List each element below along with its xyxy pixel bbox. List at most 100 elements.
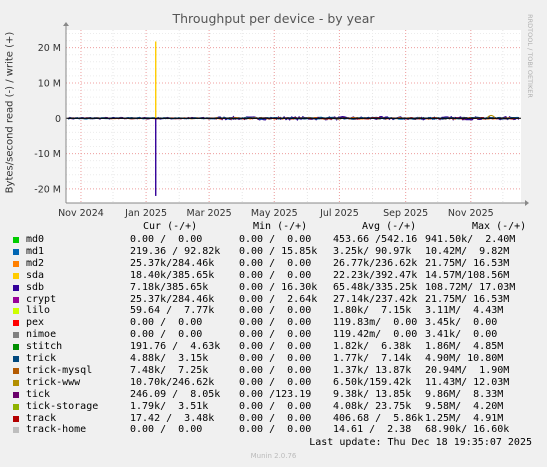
x-tick-label: Nov 2025 bbox=[448, 208, 494, 219]
legend-name: sdb bbox=[26, 281, 45, 293]
legend-name: md2 bbox=[26, 257, 45, 269]
x-axis-arrow bbox=[525, 200, 529, 206]
legend-avg: 22.23k/392.47k bbox=[333, 269, 418, 281]
legend-name: md0 bbox=[26, 234, 45, 245]
legend-min: 0.00 / 0.00 bbox=[239, 317, 312, 329]
legend-cur: 0.00 / 0.00 bbox=[130, 424, 203, 436]
legend-min: 0.00 / 0.00 bbox=[239, 424, 312, 436]
legend-min: 0.00 / 0.00 bbox=[239, 364, 312, 376]
legend-max: 1.25M/ 4.91M bbox=[425, 412, 504, 424]
legend-cur: 1.79k/ 3.51k bbox=[130, 400, 209, 412]
y-tick-label: -10 M bbox=[34, 149, 61, 160]
legend-cur: 10.70k/246.62k bbox=[130, 376, 215, 388]
legend-min: 0.00 / 0.00 bbox=[239, 305, 312, 317]
legend-cur: 59.64 / 7.77k bbox=[130, 305, 215, 317]
legend-name: stitch bbox=[26, 341, 63, 353]
legend-min: 0.00 / 0.00 bbox=[239, 353, 312, 364]
legend-name: tick-storage bbox=[26, 400, 99, 412]
legend-cur: 219.36 / 92.82k bbox=[130, 245, 221, 257]
legend-min: 0.00 / 2.64k bbox=[239, 293, 318, 305]
legend-swatch bbox=[13, 296, 19, 303]
legend-name: crypt bbox=[26, 293, 57, 305]
legend-min: 0.00 / 15.85k bbox=[239, 245, 318, 257]
legend-avg: 453.66 /542.16 bbox=[333, 234, 418, 245]
legend-max: 21.75M/ 16.53M bbox=[425, 293, 510, 305]
legend-avg: 6.50k/159.42k bbox=[333, 376, 412, 388]
legend-avg: 1.80k/ 7.15k bbox=[333, 305, 412, 317]
legend-name: tick bbox=[26, 388, 51, 400]
x-tick-label: Jan 2025 bbox=[124, 208, 167, 219]
legend-swatch bbox=[13, 356, 19, 362]
y-tick-label: 0 bbox=[55, 114, 61, 125]
legend-cur: 7.18k/385.65k bbox=[130, 281, 209, 293]
x-tick-label: May 2025 bbox=[251, 208, 298, 219]
legend-max: 21.75M/ 16.53M bbox=[425, 257, 510, 269]
legend-name: track bbox=[26, 412, 57, 424]
y-axis-arrow bbox=[63, 22, 69, 26]
legend-cur: 25.37k/284.46k bbox=[130, 257, 215, 269]
legend-header-avg: Avg (-/+) bbox=[362, 221, 417, 232]
legend-max: 68.90k/ 16.60k bbox=[425, 424, 510, 436]
legend-max: 4.90M/ 10.80M bbox=[425, 353, 504, 364]
legend-cur: 7.48k/ 7.25k bbox=[130, 364, 209, 376]
legend-cur: 4.88k/ 3.15k bbox=[130, 353, 209, 364]
legend-name: md1 bbox=[26, 245, 45, 257]
legend-name: nimoe bbox=[26, 329, 57, 341]
legend-max: 1.86M/ 4.85M bbox=[425, 341, 504, 353]
legend-avg: 1.77k/ 7.14k bbox=[333, 353, 412, 364]
legend-swatch bbox=[13, 260, 19, 267]
legend-name: pex bbox=[26, 317, 45, 329]
legend-avg: 27.14k/237.42k bbox=[333, 293, 418, 305]
legend-max: 3.11M/ 4.43M bbox=[425, 305, 504, 317]
legend-header-cur: Cur (-/+) bbox=[143, 221, 198, 232]
munin-footer: Munin 2.0.76 bbox=[250, 452, 297, 460]
legend-max: 941.50k/ 2.40M bbox=[425, 234, 516, 245]
legend-name: sda bbox=[26, 269, 45, 281]
legend-avg: 65.48k/335.25k bbox=[333, 281, 418, 293]
x-tick-label: Sep 2025 bbox=[383, 208, 428, 219]
legend-avg: 119.83m/ 0.00 bbox=[333, 317, 418, 329]
series-bump bbox=[486, 114, 496, 119]
legend-swatch bbox=[13, 320, 19, 327]
legend-swatch bbox=[13, 391, 19, 398]
y-tick-label: 10 M bbox=[38, 78, 61, 89]
legend-max: 9.58M/ 4.20M bbox=[425, 400, 504, 412]
legend-min: 0.00 / 16.30k bbox=[239, 281, 318, 293]
legend-min: 0.00 / 0.00 bbox=[239, 341, 312, 353]
legend-avg: 26.77k/236.62k bbox=[333, 257, 418, 269]
chart-title: Throughput per device - by year bbox=[172, 11, 375, 26]
legend-avg: 4.08k/ 23.75k bbox=[333, 400, 412, 412]
legend-name: trick-mysql bbox=[26, 364, 93, 376]
legend-cur: 191.76 / 4.63k bbox=[130, 341, 221, 353]
legend-swatch bbox=[13, 379, 19, 386]
legend-name: trick-www bbox=[26, 376, 81, 388]
plot-area bbox=[66, 30, 521, 203]
legend-swatch bbox=[13, 332, 19, 339]
legend-max: 14.57M/108.56M bbox=[425, 269, 510, 281]
legend-cur: 0.00 / 0.00 bbox=[130, 317, 203, 329]
legend-name: lilo bbox=[26, 305, 51, 317]
legend-avg: 406.68 / 5.86k bbox=[333, 412, 424, 424]
legend-cur: 25.37k/284.46k bbox=[130, 293, 215, 305]
legend-avg: 1.82k/ 6.38k bbox=[333, 341, 412, 353]
legend-max: 108.72M/ 17.03M bbox=[425, 281, 516, 293]
legend-swatch bbox=[13, 427, 19, 434]
legend-max: 20.94M/ 1.90M bbox=[425, 364, 510, 376]
legend-swatch bbox=[13, 272, 19, 279]
legend-swatch bbox=[13, 403, 19, 410]
x-tick-label: Jul 2025 bbox=[319, 208, 359, 219]
legend-max: 10.42M/ 9.82M bbox=[425, 245, 510, 257]
legend-min: 0.00 / 0.00 bbox=[239, 257, 312, 269]
y-tick-label: 20 M bbox=[38, 43, 61, 54]
legend-cur: 0.00 / 0.00 bbox=[130, 234, 203, 245]
x-tick-label: Mar 2025 bbox=[187, 208, 232, 219]
legend-max: 3.45k/ 0.00 bbox=[425, 317, 498, 329]
y-tick-label: -20 M bbox=[34, 184, 61, 195]
legend-name: trick bbox=[26, 353, 57, 364]
legend-min: 0.00 / 0.00 bbox=[239, 412, 312, 424]
legend-avg: 9.38k/ 13.85k bbox=[333, 388, 412, 400]
legend-min: 0.00 /123.19 bbox=[239, 388, 312, 400]
legend-min: 0.00 / 0.00 bbox=[239, 329, 312, 341]
legend-swatch bbox=[13, 344, 19, 351]
legend-avg: 119.42m/ 0.00 bbox=[333, 329, 418, 341]
